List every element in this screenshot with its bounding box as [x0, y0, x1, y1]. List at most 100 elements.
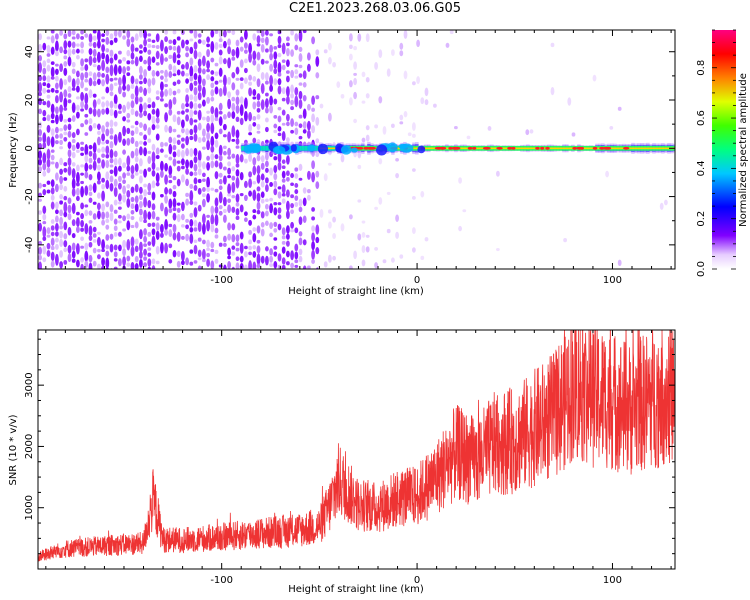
- spectrogram-cell: [256, 78, 261, 88]
- spectrogram-cell: [155, 147, 160, 155]
- spectrogram-cell: [130, 215, 135, 221]
- spectrogram-cell: [126, 119, 131, 123]
- spectrogram-cell: [223, 196, 227, 207]
- spectrogram-cell: [105, 66, 110, 74]
- carrier-core: [265, 145, 269, 151]
- spectrogram-cell: [269, 182, 273, 187]
- spectrogram-cell: [210, 241, 215, 249]
- spectrogram-cell: [210, 223, 215, 233]
- spectrogram-cell: [294, 121, 299, 127]
- spectrogram-cell: [328, 42, 332, 51]
- spectrogram-cell: [143, 189, 147, 197]
- spectrogram-cell: [122, 228, 126, 232]
- spectrogram-cell: [189, 219, 194, 227]
- spectrogram-cell: [227, 76, 231, 85]
- spectrogram-cell: [97, 180, 101, 185]
- spectrogram-cell: [143, 209, 147, 221]
- spectrogram-cell: [244, 264, 248, 269]
- spectrogram-cell: [176, 59, 181, 66]
- spectrogram-cell: [155, 154, 160, 160]
- spectrogram-cell: [67, 123, 72, 131]
- spectrogram-cell: [109, 49, 114, 58]
- spectrogram-cell: [160, 232, 164, 238]
- spectrogram-cell: [248, 124, 252, 133]
- spectrogram-cell: [235, 208, 240, 216]
- spectrogram-cell: [38, 75, 42, 82]
- spectrogram-cell: [231, 166, 236, 172]
- spectrogram-cell: [357, 33, 362, 42]
- spectrogram-cell: [260, 155, 265, 163]
- spectrogram-cell: [189, 200, 194, 205]
- spectrogram-cell: [239, 171, 244, 181]
- spectrogram-cell: [130, 164, 135, 175]
- spectrogram-cell: [55, 82, 59, 90]
- figure-title: C2E1.2023.268.03.06.G05: [288, 1, 462, 16]
- spectrogram-cell: [63, 119, 68, 123]
- carrier-blob: [290, 144, 297, 152]
- spectrogram-cell: [164, 69, 168, 78]
- spectrogram-cell: [189, 94, 194, 101]
- spectrogram-cell: [218, 43, 223, 49]
- spectrogram-cell: [281, 170, 286, 179]
- spectrogram-cell: [76, 217, 80, 228]
- spectrogram-cell: [227, 147, 231, 157]
- spectrogram-cell: [277, 62, 282, 74]
- spectrogram-cell: [46, 114, 51, 122]
- spectrogram-cell: [126, 65, 131, 72]
- spectrogram-cell: [374, 62, 378, 70]
- spectrogram-cell: [172, 128, 177, 133]
- spectrogram-cell: [176, 88, 181, 94]
- spectrogram-cell: [118, 30, 122, 38]
- spectrogram-cell: [248, 153, 252, 162]
- spectrogram-cell: [46, 234, 51, 238]
- spectrogram-cell: [46, 227, 51, 235]
- spectrogram-cell: [231, 175, 236, 181]
- spectrogram-cell: [260, 191, 265, 199]
- spectrogram-cell: [281, 159, 286, 164]
- spectrogram-cell: [155, 260, 160, 265]
- spectrogram-cell: [160, 75, 164, 80]
- spectrogram-cell: [97, 202, 101, 211]
- spectrogram-cell: [105, 139, 110, 145]
- spectrogram-cell: [134, 78, 139, 85]
- spectrogram-cell: [55, 95, 59, 104]
- spectrogram-cell: [235, 89, 240, 96]
- spectrogram-cell: [113, 266, 118, 269]
- spectrogram-cell: [88, 235, 93, 241]
- spectrogram-cell: [88, 144, 93, 150]
- spectrogram-cell: [210, 96, 215, 102]
- spectrogram-cell: [412, 227, 416, 234]
- spectrogram-cell: [76, 33, 80, 40]
- spectrogram-cell: [92, 30, 97, 34]
- spectrogram-cell: [185, 218, 189, 223]
- carrier-max: [472, 146, 477, 150]
- spectrogram-cell: [176, 213, 181, 223]
- spectrogram-cell: [105, 53, 110, 65]
- spectrogram-cell: [172, 81, 177, 86]
- spectrogram-cell: [38, 261, 42, 269]
- spectrogram-cell: [118, 201, 122, 205]
- y-tick-label: 20: [24, 94, 35, 107]
- spectrogram-cell: [185, 135, 189, 146]
- spectrogram-cell: [147, 258, 152, 267]
- spectrogram-cell: [227, 57, 231, 69]
- spectrogram-cell: [92, 108, 97, 117]
- spectrogram-cell: [130, 125, 135, 129]
- spectrogram-cell: [189, 147, 194, 157]
- spectrogram-cell: [277, 78, 282, 86]
- spectrogram-cell: [113, 150, 118, 158]
- spectrogram-cell: [361, 245, 366, 254]
- spectrogram-cell: [206, 214, 210, 218]
- spectrogram-cell: [59, 238, 63, 248]
- spectrogram-cell: [109, 100, 114, 109]
- spectrogram-cell: [59, 146, 63, 150]
- spectrogram-cell: [126, 165, 131, 172]
- spectrogram-cell: [42, 100, 47, 106]
- spectrogram-cell: [76, 96, 80, 100]
- spectrogram-cell: [88, 125, 93, 132]
- spectrogram-cell: [67, 157, 72, 167]
- spectrogram-cell: [151, 161, 156, 171]
- spectrogram-cell: [302, 187, 307, 194]
- spectrogram-cell: [109, 204, 114, 213]
